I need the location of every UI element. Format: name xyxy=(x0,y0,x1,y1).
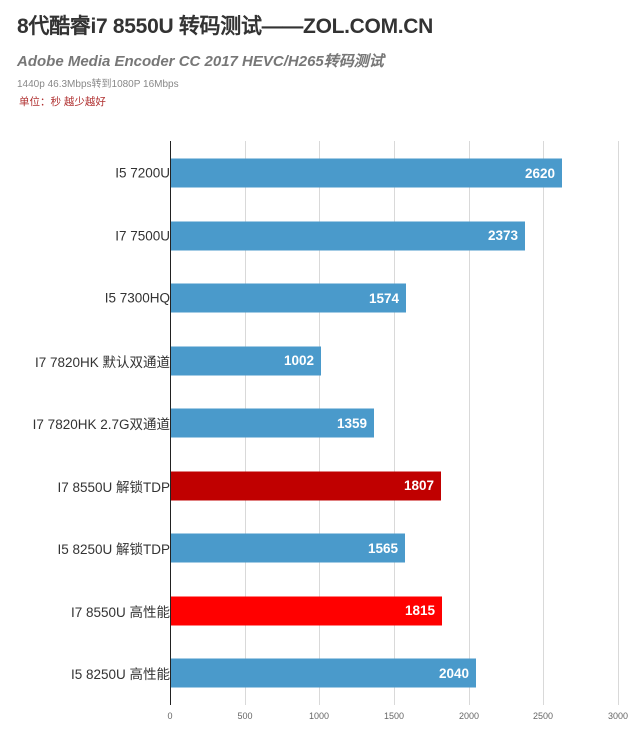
data-bar: 2040 xyxy=(171,658,476,688)
category-label: I7 7820HK 默认双通道 xyxy=(34,354,170,370)
data-bar: 1002 xyxy=(171,346,321,375)
bar-value-label: 1815 xyxy=(404,603,435,618)
gridline xyxy=(543,141,544,705)
bar-value-label: 2373 xyxy=(487,228,518,243)
x-tick-label: 0 xyxy=(167,711,173,721)
bar-value-label: 2040 xyxy=(438,665,469,681)
bar-value-label: 1002 xyxy=(283,353,314,368)
x-tick-label: 1500 xyxy=(383,711,405,721)
category-label: I7 8550U 高性能 xyxy=(70,604,170,620)
category-label: I7 7820HK 2.7G双通道 xyxy=(32,417,170,432)
category-label: I5 8250U 高性能 xyxy=(70,667,170,682)
data-bar: 2373 xyxy=(171,221,525,250)
chart-title: 8代酷睿i7 8550U 转码测试——ZOL.COM.CN xyxy=(17,15,434,38)
x-tick-label: 1000 xyxy=(308,711,330,721)
gridline xyxy=(618,141,619,705)
bar-value-label: 2620 xyxy=(524,165,555,181)
category-label: I7 7500U xyxy=(115,228,170,243)
category-label: I5 8250U 解锁TDP xyxy=(57,542,170,557)
data-bar: 1574 xyxy=(171,283,406,313)
chart-subtitle: Adobe Media Encoder CC 2017 HEVC/H265转码测… xyxy=(17,53,384,70)
category-label: I5 7200U xyxy=(115,165,170,181)
bar-value-label: 1807 xyxy=(403,478,434,493)
category-label: I7 8550U 解锁TDP xyxy=(57,479,170,495)
data-bar: 1815 xyxy=(171,596,442,625)
x-tick-label: 2500 xyxy=(532,711,554,721)
x-tick-label: 500 xyxy=(237,711,253,721)
data-bar: 1565 xyxy=(171,533,405,563)
y-axis-line xyxy=(170,141,171,705)
gridline xyxy=(469,141,470,705)
category-label: I5 7300HQ xyxy=(104,290,170,306)
bar-value-label: 1574 xyxy=(368,290,399,306)
gridline xyxy=(394,141,395,705)
data-bar: 2620 xyxy=(171,158,562,188)
x-tick-label: 3000 xyxy=(607,711,629,721)
data-bar: 1807 xyxy=(171,471,441,500)
test-settings-note: 1440p 46.3Mbps转到1080P 16Mbps xyxy=(17,79,179,90)
unit-note: 单位：秒 越少越好 xyxy=(19,96,106,108)
bar-value-label: 1565 xyxy=(367,540,398,556)
x-tick-label: 2000 xyxy=(458,711,480,721)
data-bar: 1359 xyxy=(171,408,374,438)
bar-value-label: 1359 xyxy=(336,415,367,431)
